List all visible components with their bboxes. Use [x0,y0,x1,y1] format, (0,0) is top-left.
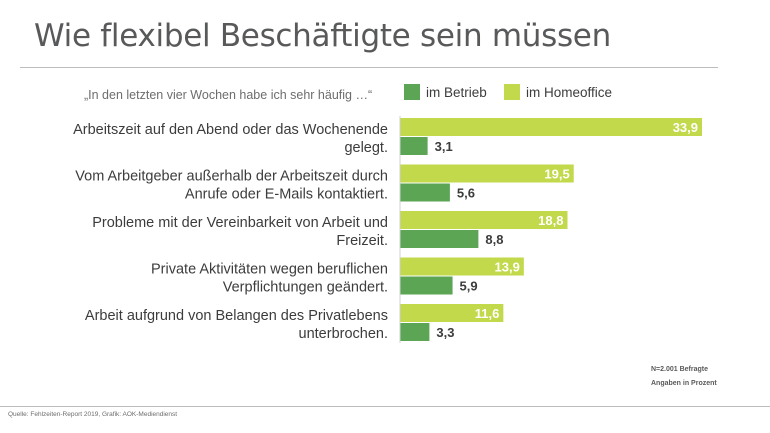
value-label-homeoffice: 13,9 [495,260,520,275]
category-label: unterbrochen. [299,326,388,342]
category-label: Probleme mit der Vereinbarkeit von Arbei… [92,215,388,231]
value-label-homeoffice: 18,8 [538,213,563,228]
legend-swatch-homeoffice [504,84,520,100]
chart-title: Wie flexibel Beschäftigte sein müssen [34,18,611,54]
title-divider [20,67,718,68]
bar-homeoffice [400,118,702,136]
value-label-betrieb: 8,8 [485,232,503,247]
value-label-betrieb: 5,9 [460,279,478,294]
category-label: Verpflichtungen geändert. [223,280,388,296]
legend-item-betrieb: im Betrieb [404,84,487,100]
bar-homeoffice [400,211,568,229]
chart-subtitle: „In den letzten vier Wochen habe ich seh… [84,88,373,102]
category-label: Arbeit aufgrund von Belangen des Privatl… [85,308,388,324]
category-label: gelegt. [344,140,388,156]
value-label-homeoffice: 11,6 [475,306,500,321]
legend-swatch-betrieb [404,84,420,100]
legend-item-homeoffice: im Homeoffice [504,84,612,100]
legend-label-betrieb: im Betrieb [426,84,487,100]
category-label: Anrufe oder E-Mails kontaktiert. [185,187,388,203]
bar-homeoffice [400,304,504,322]
bar-homeoffice [400,257,524,276]
legend-label-homeoffice: im Homeoffice [526,84,613,100]
footer-divider [0,406,770,407]
bar-betrieb [400,276,453,295]
bar-betrieb [400,183,450,202]
unit-note: Angaben in Prozent [651,380,717,387]
bar-betrieb [400,137,428,155]
bar-betrieb [400,323,430,341]
category-label: Freizeit. [336,233,388,249]
source-note: Quelle: Fehlzeiten-Report 2019, Grafik: … [8,411,178,418]
value-label-betrieb: 5,6 [457,186,475,201]
value-label-homeoffice: 19,5 [544,167,569,182]
bar-betrieb [400,230,479,248]
value-label-betrieb: 3,1 [435,139,453,154]
category-label: Vom Arbeitgeber außerhalb der Arbeitszei… [75,169,388,185]
bar-homeoffice [400,164,574,183]
category-label: Private Aktivitäten wegen beruflichen [151,262,388,278]
value-label-betrieb: 3,3 [436,325,454,340]
sample-size-note: N=2.001 Befragte [651,366,709,373]
value-label-homeoffice: 33,9 [673,120,698,135]
category-label: Arbeitszeit auf den Abend oder das Woche… [73,122,388,138]
